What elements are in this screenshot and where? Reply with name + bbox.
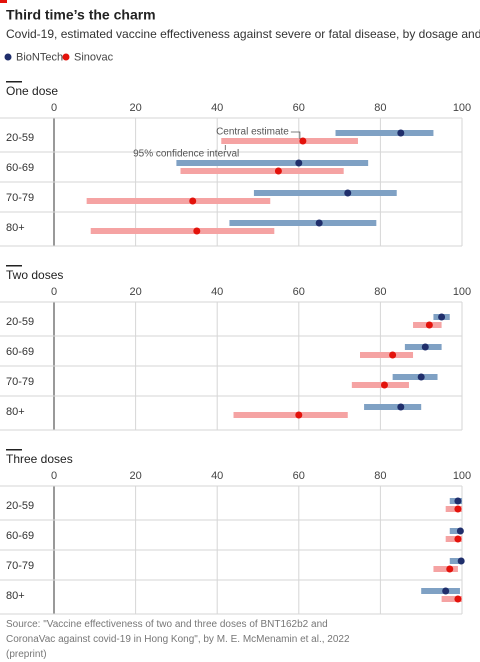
central-estimate xyxy=(454,535,462,543)
y-tick-label: 60-69 xyxy=(6,346,34,358)
central-estimate xyxy=(454,505,462,513)
confidence-interval xyxy=(86,198,271,204)
x-tick-label: 60 xyxy=(293,102,305,114)
legend-marker xyxy=(62,53,70,61)
y-tick-label: 60-69 xyxy=(6,530,34,542)
confidence-interval xyxy=(229,220,377,226)
confidence-interval xyxy=(360,352,414,358)
x-tick-label: 80 xyxy=(374,470,386,482)
y-tick-label: 70-79 xyxy=(6,192,34,204)
x-tick-label: 20 xyxy=(129,286,141,298)
central-estimate xyxy=(380,381,388,389)
annotation: Central estimate xyxy=(216,127,289,138)
annotation-leader xyxy=(290,131,301,139)
y-tick-label: 70-79 xyxy=(6,560,34,572)
y-tick-label: 20-59 xyxy=(6,132,34,144)
confidence-interval xyxy=(221,138,358,144)
x-tick-label: 60 xyxy=(293,470,305,482)
central-estimate xyxy=(438,313,446,321)
y-tick-label: 20-59 xyxy=(6,500,34,512)
confidence-interval xyxy=(176,160,369,166)
confidence-interval xyxy=(180,168,344,174)
central-estimate xyxy=(425,321,433,329)
chart-subtitle: Covid-19, estimated vaccine effectivenes… xyxy=(6,27,480,41)
central-estimate xyxy=(397,129,405,137)
central-estimate xyxy=(417,373,425,381)
annotation: 95% confidence interval xyxy=(133,149,239,160)
central-estimate xyxy=(446,565,454,573)
central-estimate xyxy=(454,497,462,505)
x-tick-label: 100 xyxy=(453,102,471,114)
confidence-interval xyxy=(449,558,462,564)
confidence-interval xyxy=(441,596,462,602)
y-tick-label: 80+ xyxy=(6,222,25,234)
confidence-interval xyxy=(335,130,434,136)
confidence-interval xyxy=(253,190,397,196)
central-estimate xyxy=(295,159,303,167)
central-estimate xyxy=(397,403,405,411)
x-tick-label: 0 xyxy=(51,286,57,298)
legend-label: Sinovac xyxy=(74,51,114,63)
confidence-interval xyxy=(233,412,348,418)
x-tick-label: 60 xyxy=(293,286,305,298)
confidence-interval xyxy=(445,506,462,512)
accent-bar xyxy=(0,0,7,3)
central-estimate xyxy=(274,167,282,175)
confidence-interval xyxy=(351,382,409,388)
confidence-interval xyxy=(90,228,275,234)
legend-marker xyxy=(4,53,12,61)
x-tick-label: 20 xyxy=(129,102,141,114)
legend: BioNTech Sinovac xyxy=(4,51,114,63)
x-tick-label: 40 xyxy=(211,286,223,298)
y-tick-label: 70-79 xyxy=(6,376,34,388)
panel-title: One dose xyxy=(6,84,58,98)
central-estimate xyxy=(389,351,397,359)
central-estimate xyxy=(295,411,303,419)
central-estimate xyxy=(344,189,352,197)
y-tick-label: 20-59 xyxy=(6,316,34,328)
heading-rule xyxy=(6,81,22,83)
central-estimate xyxy=(193,227,201,235)
x-tick-label: 0 xyxy=(51,470,57,482)
central-estimate xyxy=(454,595,462,603)
heading-rule xyxy=(6,449,22,451)
x-tick-label: 0 xyxy=(51,102,57,114)
central-estimate xyxy=(457,557,465,565)
confidence-interval xyxy=(421,588,460,594)
confidence-interval xyxy=(433,566,458,572)
chart-title: Third time’s the charm xyxy=(6,7,156,23)
y-tick-label: 60-69 xyxy=(6,162,34,174)
panel-title: Two doses xyxy=(6,268,63,282)
x-tick-label: 20 xyxy=(129,470,141,482)
confidence-interval xyxy=(392,374,438,380)
confidence-interval xyxy=(445,536,462,542)
x-tick-label: 80 xyxy=(374,286,386,298)
legend-label: BioNTech xyxy=(16,51,63,63)
y-tick-label: 80+ xyxy=(6,590,25,602)
x-tick-label: 100 xyxy=(453,470,471,482)
x-tick-label: 40 xyxy=(211,470,223,482)
central-estimate xyxy=(421,343,429,351)
central-estimate xyxy=(442,587,450,595)
central-estimate xyxy=(456,527,464,535)
central-estimate xyxy=(189,197,197,205)
panel-title: Three doses xyxy=(6,452,73,466)
y-tick-label: 80+ xyxy=(6,406,25,418)
confidence-interval xyxy=(364,404,422,410)
heading-rule xyxy=(6,265,22,267)
source-note: Source: "Vaccine effectiveness of two an… xyxy=(6,619,350,660)
x-tick-label: 40 xyxy=(211,102,223,114)
x-tick-label: 100 xyxy=(453,286,471,298)
central-estimate xyxy=(299,137,307,145)
confidence-interval xyxy=(449,528,462,534)
central-estimate xyxy=(315,219,323,227)
x-tick-label: 80 xyxy=(374,102,386,114)
